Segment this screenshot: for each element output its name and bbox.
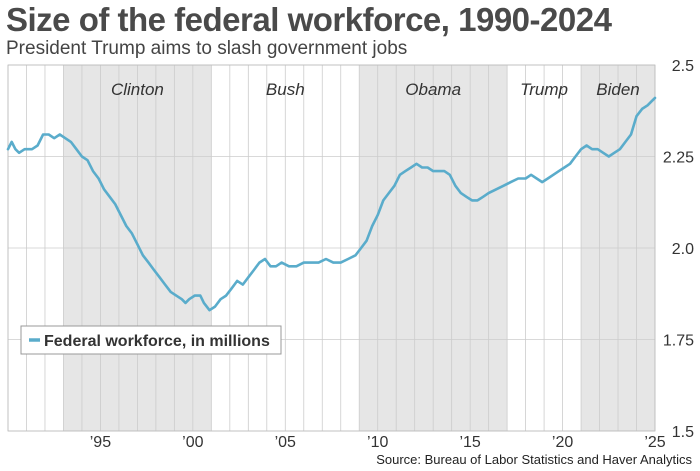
chart-title: Size of the federal workforce, 1990-2024 (6, 1, 612, 38)
series-line-federal-workforce (6, 96, 657, 312)
y-tick-label: 1.75 (663, 333, 694, 350)
y-tick-label: 2.0 (672, 241, 694, 258)
presidency-label-bush: Bush (266, 80, 305, 99)
y-axis-ticks: 2.5 2.25 2.0 1.75 1.5 (663, 58, 694, 441)
x-tick-label: ’95 (90, 434, 111, 451)
chart-subtitle: President Trump aims to slash government… (6, 38, 408, 59)
source-note: Source: Bureau of Labor Statistics and H… (376, 452, 692, 467)
plot-frame (7, 64, 656, 432)
presidency-label-obama: Obama (405, 80, 461, 99)
y-tick-label: 2.25 (663, 150, 694, 167)
presidency-labels: Clinton Bush Obama Trump Biden (111, 80, 640, 99)
x-axis-ticks: ’95 ’00 ’05 ’10 ’15 ’20 ’25 (90, 434, 666, 451)
x-tick-label: ’00 (182, 434, 203, 451)
x-tick-label: ’15 (459, 434, 480, 451)
legend-box (20, 325, 282, 355)
presidency-label-biden: Biden (596, 80, 639, 99)
presidency-label-clinton: Clinton (111, 80, 164, 99)
y-tick-label: 1.5 (672, 424, 694, 441)
x-tick-label: ’10 (367, 434, 388, 451)
x-tick-label: ’25 (644, 434, 665, 451)
legend-label: Federal workforce, in millions (44, 333, 270, 350)
x-tick-label: ’05 (275, 434, 296, 451)
grid-lines (7, 64, 656, 432)
y-tick-label: 2.5 (672, 58, 694, 75)
x-tick-label: ’20 (552, 434, 573, 451)
legend: Federal workforce, in millions (20, 325, 282, 355)
presidency-label-trump: Trump (520, 80, 568, 99)
